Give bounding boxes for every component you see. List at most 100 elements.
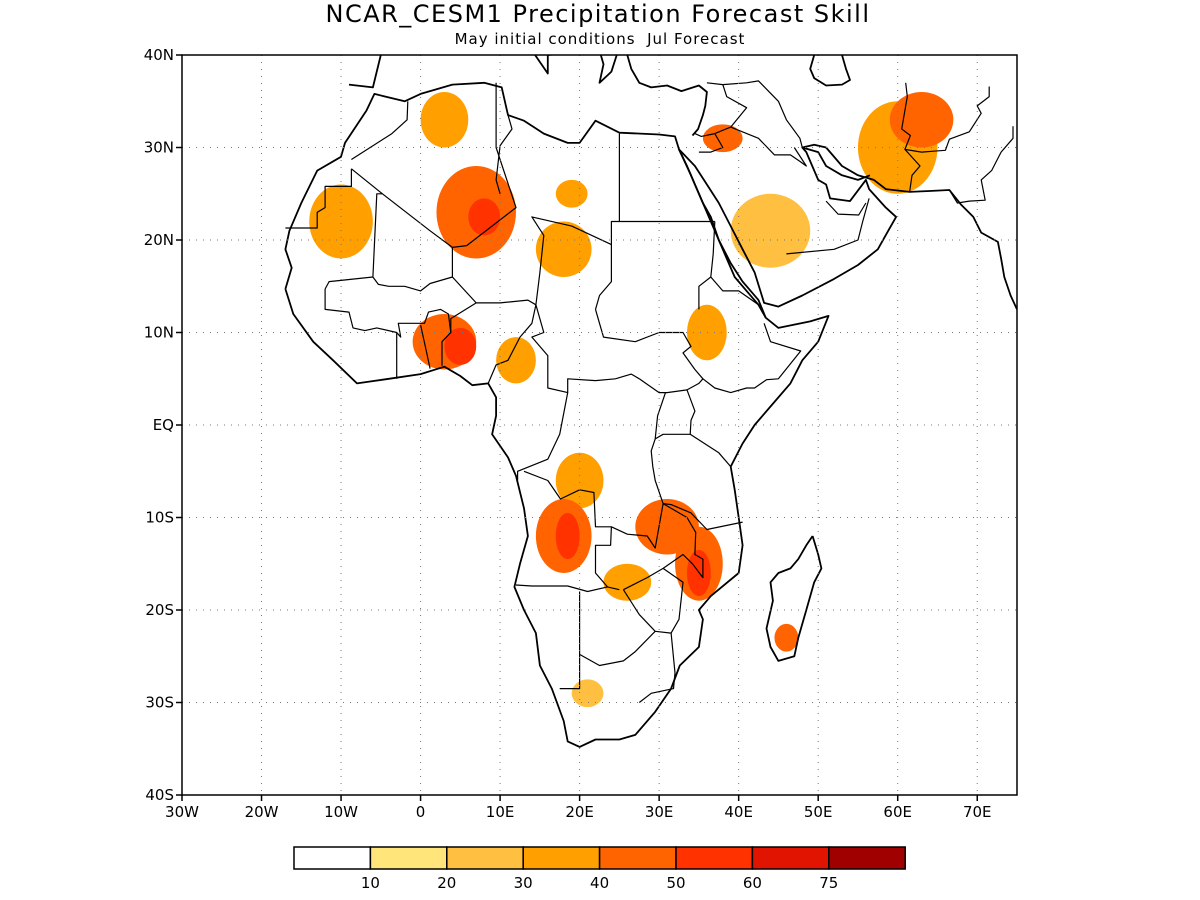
lat-tick-label: 10N — [144, 324, 174, 342]
lat-tick-label: EQ — [153, 416, 174, 434]
map-title: NCAR_CESM1 Precipitation Forecast Skill — [325, 0, 870, 28]
skill-region-algeria-north — [420, 92, 469, 148]
country-border — [698, 133, 724, 153]
lon-tick-label: 70E — [963, 803, 992, 821]
country-borders — [285, 80, 1014, 703]
colorbar-label: 10 — [361, 874, 380, 892]
lon-tick-label: 10W — [324, 803, 358, 821]
coastline-arabia — [678, 143, 1017, 310]
lon-tick-label: 20W — [245, 803, 279, 821]
skill-region-hoggar-core — [468, 198, 501, 236]
coastline-aegean — [598, 55, 618, 84]
coastline-turkey-levant — [626, 55, 708, 137]
coastline-caspian — [809, 55, 851, 87]
country-border — [594, 309, 704, 380]
country-border — [698, 276, 712, 310]
lon-tick-label: 60E — [883, 803, 912, 821]
country-border — [515, 584, 608, 593]
colorbar-swatch — [828, 846, 906, 870]
colorbar-label: 75 — [819, 874, 838, 892]
skill-region-libya-east — [555, 179, 588, 208]
lat-tick-label: 20N — [144, 231, 174, 249]
coastline-madagascar — [765, 535, 823, 662]
country-border — [706, 80, 803, 148]
country-border — [654, 433, 732, 467]
country-border — [351, 82, 517, 248]
colorbar-swatch — [293, 846, 372, 870]
lon-tick-label: 20E — [565, 803, 594, 821]
lon-tick-label: 40E — [724, 803, 753, 821]
country-border — [559, 591, 581, 690]
coastline-persian-gulf — [802, 146, 871, 181]
longitude-ticks: 30W 20W 10W 0 10E 20E 30E 40E 50E 60E 70E — [165, 795, 992, 821]
country-border — [450, 302, 477, 333]
country-border — [663, 503, 743, 531]
country-border — [372, 247, 453, 292]
colorbar-swatch — [675, 846, 754, 870]
colorbar-label: 40 — [590, 874, 609, 892]
lat-tick-label: 40N — [144, 46, 174, 64]
colorbar-label: 60 — [743, 874, 762, 892]
skill-region-arabia-central — [730, 193, 811, 268]
latitude-ticks: 40N 30N 20N 10N EQ 10S 20S 30S 40S — [144, 46, 182, 804]
country-border — [638, 633, 676, 703]
skill-region-congo-south — [555, 452, 604, 509]
country-border — [285, 168, 352, 229]
country-border — [638, 323, 802, 394]
skill-region-ethiopia — [686, 304, 727, 361]
skill-region-angola-core — [555, 512, 580, 560]
country-border — [531, 304, 640, 394]
country-border — [610, 220, 715, 245]
lon-tick-label: 50E — [804, 803, 833, 821]
coastline-africa — [284, 81, 830, 748]
colorbar-label: 50 — [666, 874, 685, 892]
country-border — [904, 148, 921, 192]
country-border — [351, 101, 409, 161]
coastlines — [284, 55, 1017, 748]
skill-region-cameroon — [496, 337, 536, 384]
country-border — [420, 324, 431, 369]
skill-region-tibesti — [535, 221, 592, 277]
lon-tick-label: 30E — [645, 803, 674, 821]
lat-tick-label: 20S — [145, 601, 174, 619]
lon-tick-label: 0 — [416, 803, 426, 821]
country-border — [611, 503, 704, 591]
country-border — [579, 630, 656, 667]
skill-region-south-africa — [571, 679, 604, 708]
colorbar: 10 20 30 40 50 60 75 — [293, 846, 906, 892]
country-border — [786, 198, 870, 255]
skill-region-levant — [702, 124, 743, 153]
skill-shading — [309, 92, 954, 708]
country-border — [825, 200, 867, 216]
country-border — [487, 304, 537, 384]
colorbar-swatch — [751, 846, 830, 870]
country-border — [523, 470, 620, 591]
skill-region-afghanistan — [889, 92, 954, 148]
skill-region-madagascar — [774, 623, 799, 652]
country-border — [901, 82, 990, 153]
country-border — [451, 216, 613, 310]
colorbar-label: 20 — [437, 874, 456, 892]
lat-tick-label: 40S — [145, 786, 174, 804]
colorbar-swatch — [522, 846, 601, 870]
country-border — [324, 289, 452, 366]
colorbar-swatch — [369, 846, 448, 870]
country-border — [710, 221, 759, 306]
lon-tick-label: 30W — [165, 803, 199, 821]
graticule — [182, 55, 1017, 795]
country-border — [495, 114, 513, 194]
coastline-red-sea-west — [678, 149, 767, 319]
colorbar-swatch — [446, 846, 524, 870]
colorbar-label: 30 — [514, 874, 533, 892]
lat-tick-label: 30N — [144, 139, 174, 157]
country-border — [730, 126, 807, 167]
colorbar-swatch — [598, 846, 677, 870]
map-subtitle: May initial conditions Jul Forecast — [455, 30, 746, 48]
lat-tick-label: 30S — [145, 694, 174, 712]
country-border — [686, 389, 696, 435]
skill-region-nigeria-sw — [444, 327, 477, 365]
skill-region-zambia-south — [603, 563, 652, 601]
lat-tick-label: 10S — [145, 509, 174, 527]
country-border — [948, 126, 1014, 204]
